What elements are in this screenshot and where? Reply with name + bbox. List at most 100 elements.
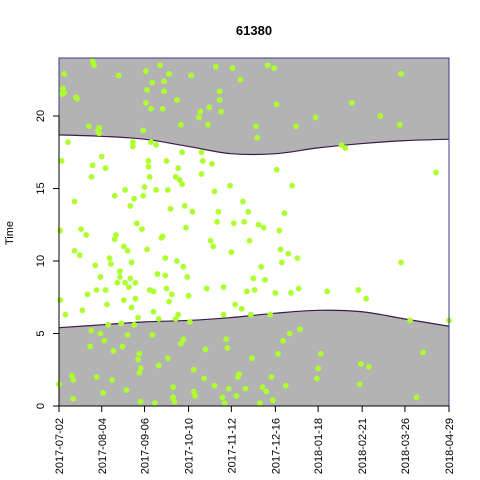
scatter-point xyxy=(312,114,319,121)
scatter-point xyxy=(133,220,140,227)
scatter-point xyxy=(111,192,118,199)
scatter-point xyxy=(273,166,280,173)
scatter-point xyxy=(198,171,205,177)
scatter-point xyxy=(355,287,362,293)
scatter-point xyxy=(170,394,176,401)
scatter-point xyxy=(225,385,232,392)
scatter-point xyxy=(145,158,152,164)
scatter-point xyxy=(289,182,296,189)
scatter-point xyxy=(88,327,95,334)
scatter-point xyxy=(258,263,265,270)
scatter-point xyxy=(277,246,284,253)
scatter-point xyxy=(276,227,283,234)
scatter-point xyxy=(167,205,174,212)
x-tick-label: 2017-08-04 xyxy=(97,418,109,474)
scatter-point xyxy=(246,237,253,244)
scatter-point xyxy=(161,88,167,95)
scatter-point xyxy=(135,314,141,321)
x-tick-label: 2018-01-18 xyxy=(313,418,325,474)
scatter-point xyxy=(127,275,134,282)
scatter-point xyxy=(65,139,71,146)
scatter-point xyxy=(223,336,230,343)
scatter-point xyxy=(197,108,204,115)
scatter-point xyxy=(313,375,320,382)
scatter-point xyxy=(131,321,138,328)
scatter-point xyxy=(220,284,227,290)
scatter-point xyxy=(91,62,97,69)
scatter-point xyxy=(96,130,103,137)
y-tick-label: 20 xyxy=(35,110,47,122)
scatter-point xyxy=(188,72,195,79)
scatter-point xyxy=(269,397,276,404)
scatter-point xyxy=(115,72,122,79)
scatter-point xyxy=(57,227,64,234)
scatter-point xyxy=(177,340,184,347)
scatter-point xyxy=(174,97,180,103)
scatter-point xyxy=(163,285,170,292)
scatter-point xyxy=(106,255,113,261)
scatter-point xyxy=(69,372,75,379)
scatter-point xyxy=(219,394,226,401)
scatter-point xyxy=(87,343,93,350)
scatter-point xyxy=(161,78,167,85)
scatter-point xyxy=(198,149,205,156)
scatter-point xyxy=(159,105,166,112)
x-tick-label: 2018-04-29 xyxy=(444,418,456,474)
scatter-point xyxy=(85,123,92,130)
scatter-point xyxy=(282,382,289,389)
scatter-point xyxy=(84,291,91,298)
scatter-point xyxy=(281,210,288,217)
scatter-point xyxy=(396,121,403,128)
scatter-point xyxy=(132,279,139,286)
scatter-point xyxy=(126,284,132,290)
scatter-point xyxy=(142,68,149,74)
scatter-point xyxy=(109,377,116,383)
scatter-point xyxy=(93,374,100,380)
scatter-point xyxy=(171,398,178,405)
scatter-point xyxy=(201,375,208,382)
x-tick-label: 2017-11-12 xyxy=(226,418,238,473)
scatter-point xyxy=(251,287,258,293)
y-tick-label: 0 xyxy=(35,403,47,409)
scatter-point xyxy=(61,89,68,96)
scatter-point xyxy=(356,381,363,388)
scatter-point xyxy=(377,113,384,119)
scatter-point xyxy=(102,165,109,172)
scatter-point xyxy=(101,337,108,344)
scatter-point xyxy=(365,363,372,370)
scatter-point xyxy=(255,221,262,228)
scatter-point xyxy=(168,291,175,298)
scatter-point xyxy=(211,188,218,195)
scatter-point xyxy=(98,153,105,160)
scatter-point xyxy=(245,208,252,215)
scatter-point xyxy=(433,169,439,176)
scatter-point xyxy=(249,355,255,362)
scatter-point xyxy=(70,377,77,383)
scatter-point xyxy=(203,285,210,292)
scatter-point xyxy=(150,308,157,315)
scatter-point xyxy=(280,337,287,344)
scatter-point xyxy=(116,274,123,280)
scatter-point xyxy=(240,198,246,205)
scatter-point xyxy=(268,374,275,380)
scatter-point xyxy=(162,255,169,261)
scatter-point xyxy=(324,288,331,295)
scatter-point xyxy=(128,259,135,266)
scatter-point xyxy=(342,145,349,151)
scatter-point xyxy=(179,181,185,188)
scatter-point xyxy=(218,108,224,115)
scatter-point xyxy=(242,385,249,392)
scatter-point xyxy=(164,187,171,193)
x-tick-label: 2017-10-10 xyxy=(184,418,196,474)
scatter-point xyxy=(180,263,187,270)
scatter-point xyxy=(151,400,158,406)
y-tick-label: 5 xyxy=(35,330,47,336)
scatter-point xyxy=(199,158,206,164)
scatter-point xyxy=(149,332,156,338)
scatter-point xyxy=(264,62,271,69)
axes-layer: 0 5 10 15 20 2017-07-02 2017-08-04 2017-09-06 20… xyxy=(35,57,456,474)
scatter-point xyxy=(294,255,301,261)
scatter-point xyxy=(288,290,294,296)
scatter-point xyxy=(221,400,228,406)
